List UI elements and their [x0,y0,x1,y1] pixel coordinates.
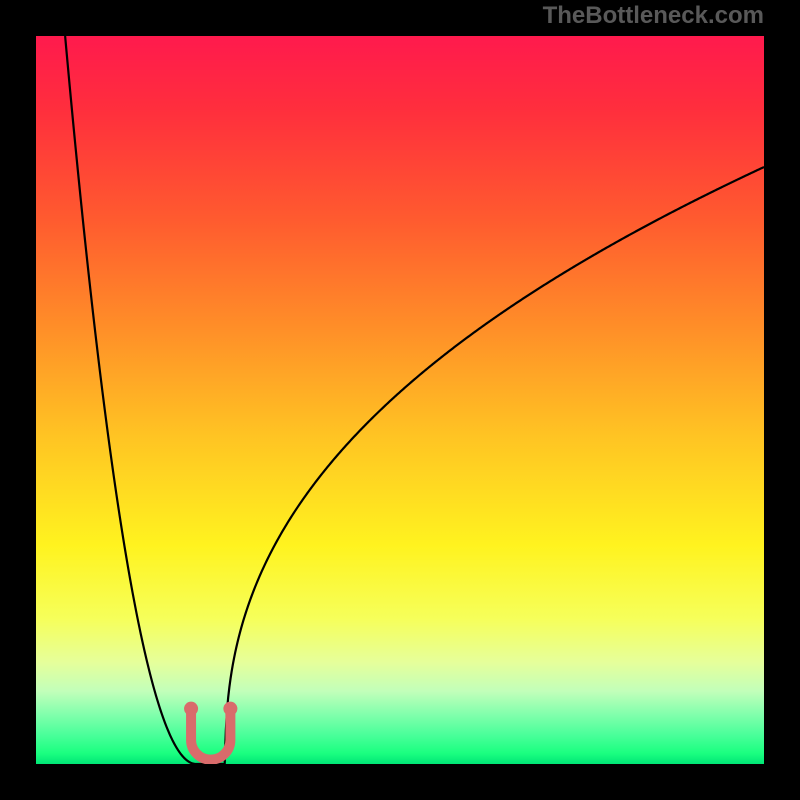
plot-svg [36,36,764,764]
chart-frame: TheBottleneck.com [0,0,800,800]
plot-area [36,36,764,764]
watermark-text: TheBottleneck.com [543,4,764,28]
